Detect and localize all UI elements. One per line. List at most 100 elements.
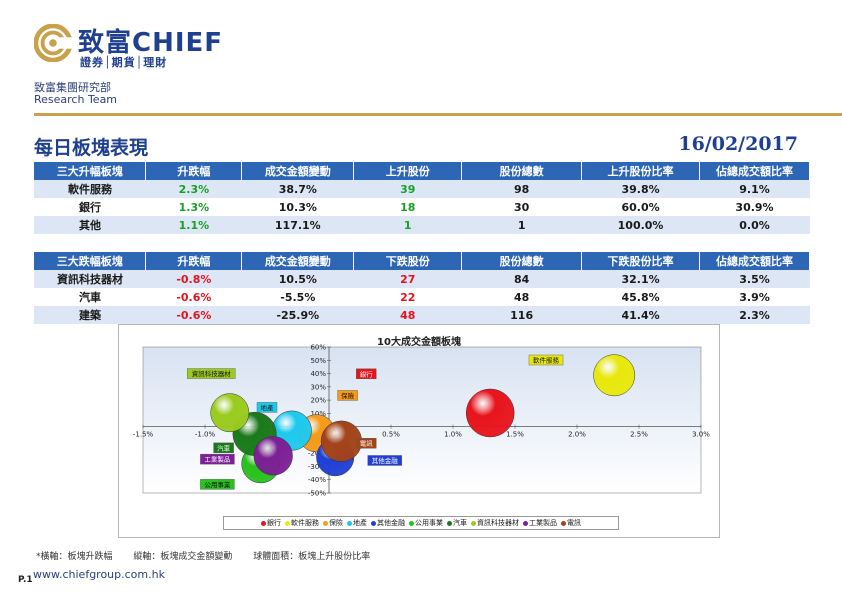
table-row: 資訊科技器材 -0.8% 10.5% 27 84 32.1% 3.5% <box>34 270 810 288</box>
legend-item: 保險 <box>323 518 343 528</box>
legend-swatch <box>261 520 266 526</box>
col-header: 股份總數 <box>461 162 583 180</box>
total-stocks: 30 <box>461 198 582 216</box>
sector-name: 建築 <box>34 306 146 324</box>
col-header: 下跌股份 <box>353 252 463 270</box>
bubble <box>253 436 293 476</box>
y-tick-label: 60% <box>310 344 326 352</box>
turnover-share: 9.1% <box>699 180 810 198</box>
top-gainers-table: 三大升幅板塊 升跌幅 成交金額變動 上升股份 股份總數 上升股份比率 佔總成交額… <box>34 162 810 234</box>
brand-cn: 致富 <box>78 28 133 58</box>
col-header: 佔總成交額比率 <box>699 252 810 270</box>
decline-ratio: 41.4% <box>581 306 700 324</box>
advancers: 39 <box>353 180 462 198</box>
y-tick-label: -30% <box>308 463 326 471</box>
col-header: 升跌幅 <box>145 252 243 270</box>
col-header: 下跌股份比率 <box>581 252 701 270</box>
legend-label: 電訊 <box>567 519 581 527</box>
table-header-row: 三大升幅板塊 升跌幅 成交金額變動 上升股份 股份總數 上升股份比率 佔總成交額… <box>34 162 810 180</box>
bubble-label: 公用事業 <box>204 480 231 489</box>
chart-title: 10大成交金額板塊 <box>377 337 461 348</box>
legend-item: 軟件服務 <box>285 518 319 528</box>
col-header: 成交金額變動 <box>241 162 355 180</box>
legend-label: 軟件服務 <box>291 519 319 527</box>
change-pct: -0.6% <box>145 288 242 306</box>
decline-ratio: 45.8% <box>581 288 700 306</box>
change-pct: 1.1% <box>145 216 242 234</box>
table-row: 銀行 1.3% 10.3% 18 30 60.0% 30.9% <box>34 198 810 216</box>
legend-swatch <box>523 520 528 526</box>
table-row: 其他 1.1% 117.1% 1 1 100.0% 0.0% <box>34 216 810 234</box>
y-tick-label: 40% <box>310 370 326 378</box>
change-pct: -0.8% <box>145 270 242 288</box>
legend-label: 資訊科技器材 <box>477 519 519 527</box>
legend-label: 銀行 <box>267 519 281 527</box>
legend-item: 其他金融 <box>371 518 405 528</box>
total-stocks: 48 <box>461 288 582 306</box>
turnover-share: 3.5% <box>699 270 810 288</box>
advance-ratio: 60.0% <box>581 198 700 216</box>
advancers: 18 <box>353 198 462 216</box>
col-header: 上升股份比率 <box>581 162 701 180</box>
sector-name: 資訊科技器材 <box>34 270 146 288</box>
department-name: 致富集團研究部 <box>34 81 111 94</box>
legend-label: 地產 <box>353 519 367 527</box>
top-losers-table: 三大跌幅板塊 升跌幅 成交金額變動 下跌股份 股份總數 下跌股份比率 佔總成交額… <box>34 252 810 324</box>
col-header: 三大升幅板塊 <box>34 162 147 180</box>
decline-ratio: 32.1% <box>581 270 700 288</box>
x-tick-label: 0.5% <box>382 431 400 439</box>
legend-label: 其他金融 <box>377 519 405 527</box>
decliners: 22 <box>353 288 462 306</box>
advancers: 1 <box>353 216 462 234</box>
legend-swatch <box>561 520 566 526</box>
change-pct: 1.3% <box>145 198 242 216</box>
website-link[interactable]: www.chiefgroup.com.hk <box>33 568 165 581</box>
x-tick-label: 2.0% <box>568 431 586 439</box>
bubble-label: 保險 <box>341 391 355 400</box>
chart-footnote: *橫軸：板塊升跌幅 縱軸：板塊成交金額變動 球體面積：板塊上升股份比率 <box>36 549 388 562</box>
x-tick-label: 3.0% <box>692 431 710 439</box>
brand-en: CHIEF <box>132 28 224 58</box>
advance-ratio: 39.8% <box>581 180 700 198</box>
y-tick-label: 20% <box>310 397 326 405</box>
bubble-label-box <box>367 455 403 466</box>
bubble-label-box <box>186 368 236 379</box>
legend-label: 保險 <box>329 519 343 527</box>
chart-legend: 銀行 軟件服務 保險 地產 其他金融 公用事業 汽車 資訊科技器材 工業製品 電訊 <box>223 516 619 530</box>
bubble <box>210 393 250 433</box>
y-tick-label: 10% <box>310 410 326 418</box>
table-row: 軟件服務 2.3% 38.7% 39 98 39.8% 9.1% <box>34 180 810 198</box>
bubble-label-box <box>355 368 377 380</box>
team-name: Research Team <box>34 93 118 106</box>
legend-swatch <box>371 520 376 526</box>
total-stocks: 1 <box>461 216 582 234</box>
bubble-label-box <box>528 354 564 366</box>
table-row: 建築 -0.6% -25.9% 48 116 41.4% 2.3% <box>34 306 810 324</box>
turnover-change: -25.9% <box>241 306 354 324</box>
turnover-share: 2.3% <box>699 306 810 324</box>
legend-item: 電訊 <box>561 518 581 528</box>
y-tick-label: 50% <box>310 357 326 365</box>
total-stocks: 116 <box>461 306 582 324</box>
col-header: 成交金額變動 <box>241 252 355 270</box>
turnover-change: 117.1% <box>241 216 354 234</box>
col-header: 三大跌幅板塊 <box>34 252 147 270</box>
col-header: 升跌幅 <box>145 162 243 180</box>
legend-swatch <box>347 520 352 526</box>
y-tick-label: 30% <box>310 383 326 391</box>
note-x-axis: *橫軸：板塊升跌幅 <box>36 552 113 562</box>
advance-ratio: 100.0% <box>581 216 700 234</box>
brand-tagline: 證券│期貨│理財 <box>80 56 168 69</box>
legend-swatch <box>447 520 452 526</box>
turnover-change: -5.5% <box>241 288 354 306</box>
note-bubble-size: 球體面積：板塊上升股份比率 <box>253 552 371 562</box>
bubble-label-box <box>200 479 235 490</box>
sector-name: 銀行 <box>34 198 146 216</box>
turnover-change: 10.3% <box>241 198 354 216</box>
report-date: 16/02/2017 <box>678 133 798 155</box>
legend-item: 公用事業 <box>409 518 443 528</box>
col-header: 佔總成交額比率 <box>699 162 810 180</box>
table-header-row: 三大跌幅板塊 升跌幅 成交金額變動 下跌股份 股份總數 下跌股份比率 佔總成交額… <box>34 252 810 270</box>
change-pct: 2.3% <box>145 180 242 198</box>
turnover-share: 0.0% <box>699 216 810 234</box>
